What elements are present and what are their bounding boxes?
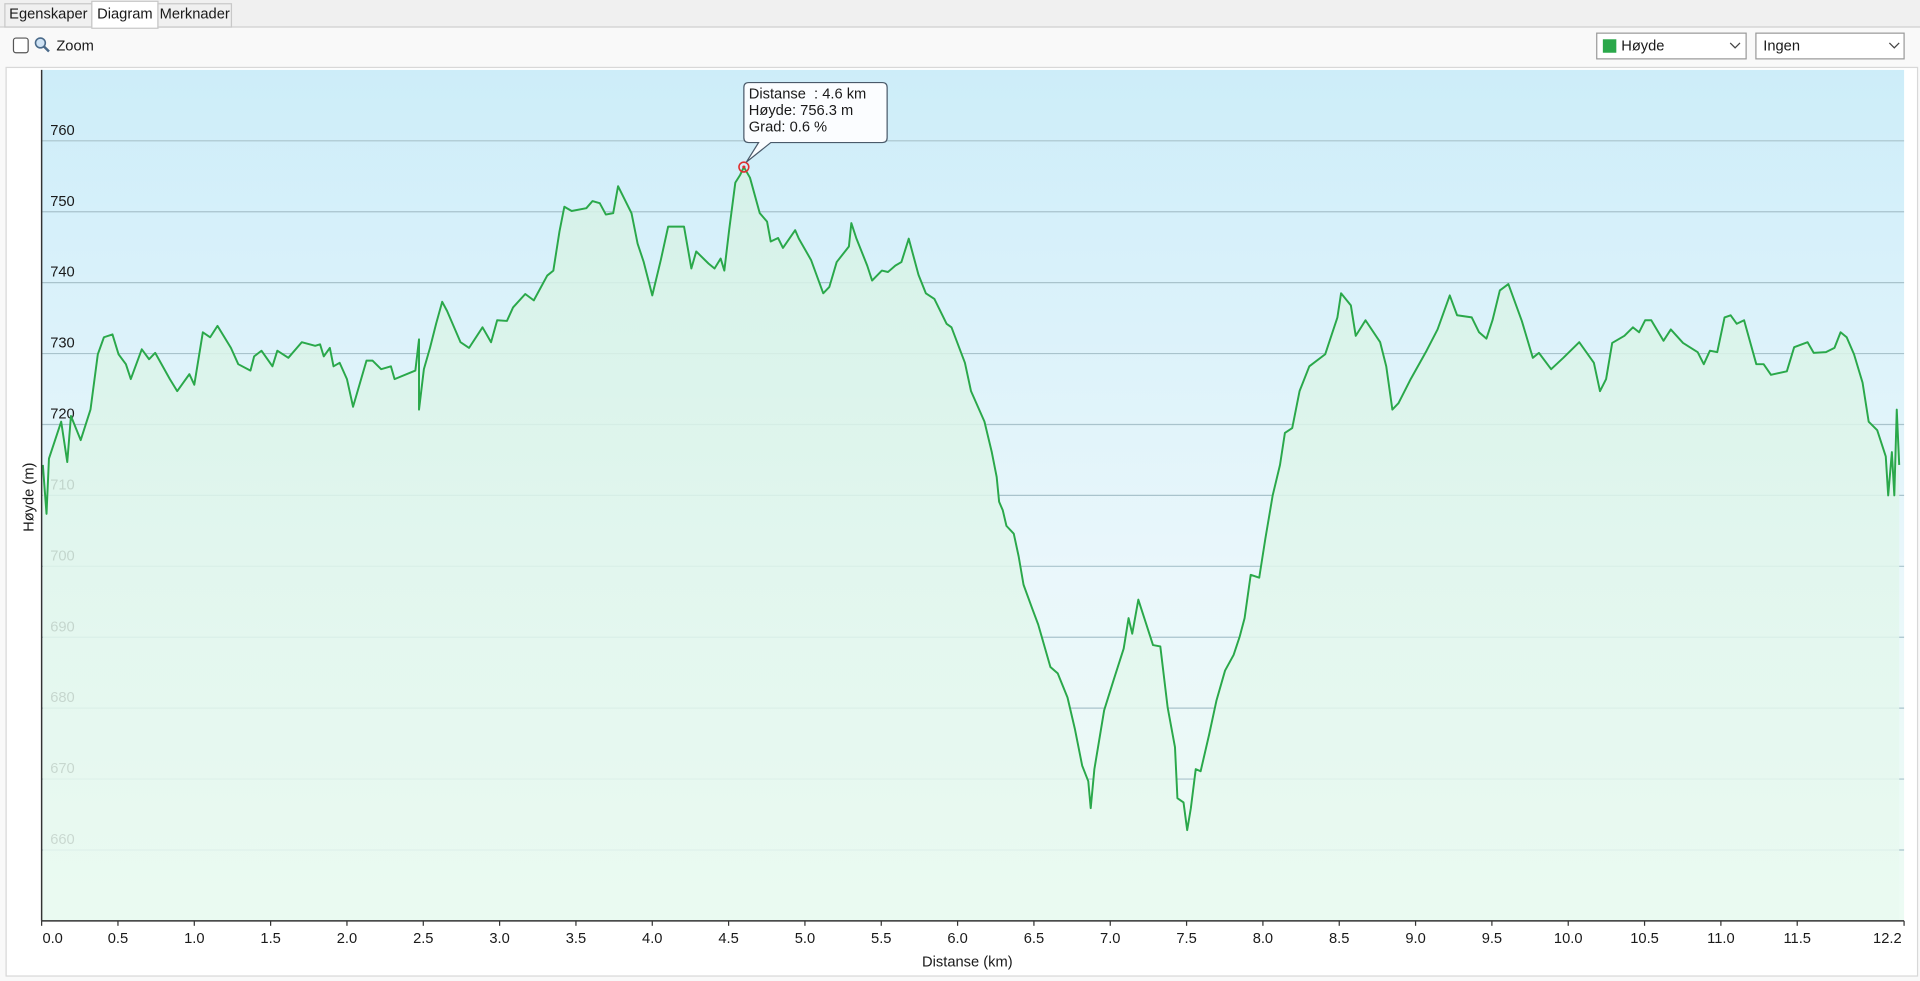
dropdown-box[interactable] xyxy=(1596,32,1747,60)
x-tick-label: 7.0 xyxy=(1100,931,1120,947)
dropdown-label: Ingen xyxy=(1763,38,1800,54)
y-axis-label: Høyde (m) xyxy=(21,463,37,532)
dropdown-chevron xyxy=(1729,42,1741,49)
tooltip-box xyxy=(743,81,888,163)
zoom-icon-handle xyxy=(43,45,50,53)
y-tick-label: 750 xyxy=(50,194,75,210)
x-tick-label: 1.5 xyxy=(260,931,280,947)
zoom-icon xyxy=(34,37,47,49)
legend-swatch xyxy=(1602,39,1617,53)
tooltip-line: Høyde: 756.3 m xyxy=(749,103,854,119)
compare-dropdown[interactable]: Ingen xyxy=(1755,32,1905,60)
profile-line xyxy=(41,166,1901,832)
x-tick-label: 2.5 xyxy=(413,931,433,947)
x-tick-label: 10.5 xyxy=(1630,931,1659,947)
x-tick-label: 5.0 xyxy=(795,931,815,947)
hover-marker-dot xyxy=(742,165,746,169)
x-tick-label: 5.5 xyxy=(871,931,891,947)
area-fill xyxy=(42,167,1900,921)
series-dropdown[interactable]: Høyde xyxy=(1596,32,1747,60)
x-tick-label: 4.5 xyxy=(718,931,738,947)
x-tick-label: 3.0 xyxy=(489,931,509,947)
x-tick-label: 2.0 xyxy=(337,931,357,947)
y-tick-label: 740 xyxy=(50,265,75,281)
x-tick-label: 6.5 xyxy=(1024,931,1044,947)
x-tick-label: 4.0 xyxy=(642,931,662,947)
dropdown-chevron xyxy=(1888,42,1900,49)
x-tick-label: 8.5 xyxy=(1329,931,1349,947)
x-tick-label: 0.5 xyxy=(108,931,128,947)
x-tick-label: 9.0 xyxy=(1405,931,1425,947)
dropdown-box[interactable] xyxy=(1755,32,1905,60)
tab-bar: Egenskaper Diagram Merknader xyxy=(4,0,233,29)
plot: 6606706806907007107207307407507600.00.51… xyxy=(40,69,1905,947)
tab-label[interactable]: Diagram xyxy=(97,7,153,23)
tooltip-line: Distanse : 4.6 km xyxy=(749,87,867,103)
y-tick-label: 760 xyxy=(50,123,75,139)
tab-label[interactable]: Merknader xyxy=(160,7,230,23)
x-tick-label: 3.5 xyxy=(566,931,586,947)
x-tick-label: 11.0 xyxy=(1707,931,1735,947)
tab-label[interactable]: Egenskaper xyxy=(9,7,87,23)
x-tick-label: 10.0 xyxy=(1554,931,1583,947)
x-tick-label: 0.0 xyxy=(42,931,62,947)
x-tick-label: 1.0 xyxy=(184,931,204,947)
x-tick-label: 12.2 xyxy=(1873,931,1902,947)
x-tick-label: 8.0 xyxy=(1253,931,1273,947)
x-tick-label: 6.0 xyxy=(947,931,967,947)
zoom-label: Zoom xyxy=(56,38,94,54)
x-tick-label: 7.5 xyxy=(1176,931,1196,947)
y-tick-label: 720 xyxy=(50,407,75,423)
legend-label: Høyde xyxy=(1621,38,1664,54)
x-tick-label: 11.5 xyxy=(1783,931,1811,947)
x-axis-label: Distanse (km) xyxy=(922,954,1013,970)
hover-marker xyxy=(738,161,750,173)
tooltip-line: Grad: 0.6 % xyxy=(749,120,827,136)
tab[interactable] xyxy=(157,3,233,28)
y-tick-label: 730 xyxy=(50,336,75,352)
x-tick-label: 9.5 xyxy=(1482,931,1502,947)
zoom-checkbox[interactable] xyxy=(12,37,29,54)
